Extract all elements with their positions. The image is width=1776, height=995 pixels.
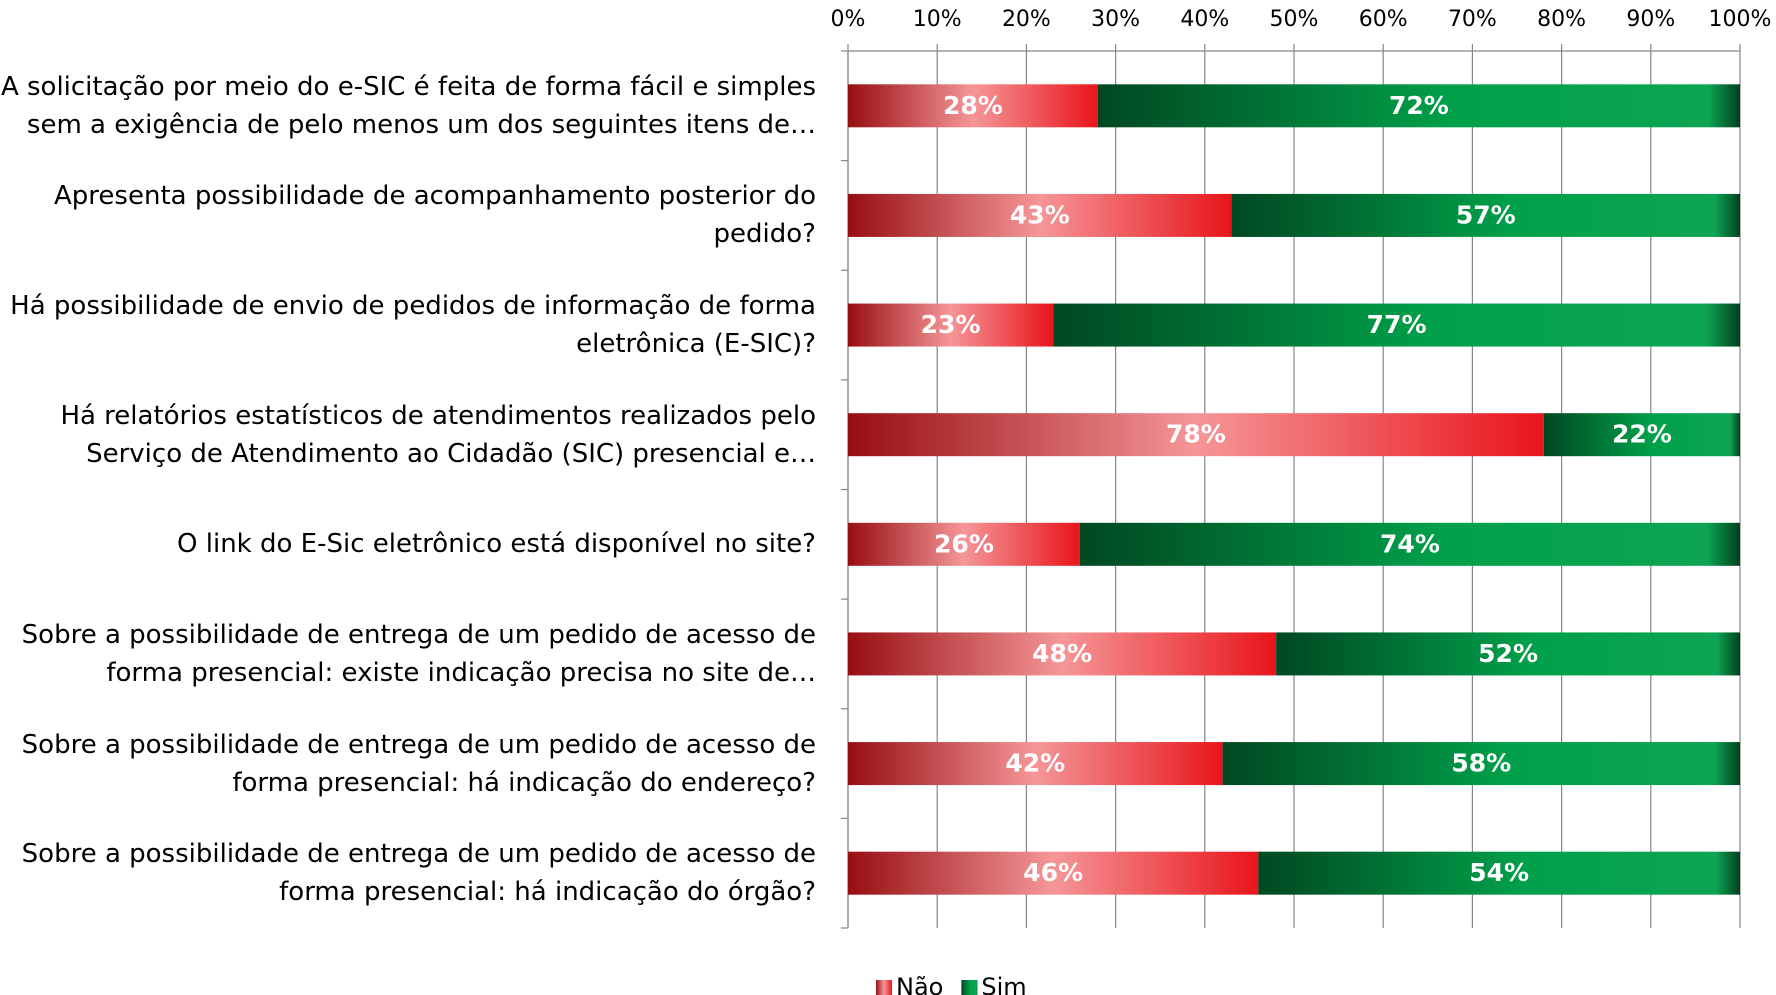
bar: [1097, 84, 1740, 128]
bar: [848, 193, 1232, 237]
category-label: Sobre a possibilidade de entrega de um p…: [0, 709, 816, 819]
x-tick-label: 30%: [1091, 7, 1140, 32]
value-label: 42%: [1005, 749, 1065, 778]
bar: [848, 522, 1080, 566]
bar: [848, 742, 1223, 786]
value-label: 26%: [934, 529, 994, 558]
category-label: O link do E-Sic eletrônico está disponív…: [0, 490, 816, 600]
x-tick-label: 100%: [1709, 7, 1772, 32]
legend-label: Não: [896, 973, 943, 995]
category-label-text: Sobre a possibilidade de entrega de um p…: [21, 619, 816, 688]
value-label: 72%: [1389, 91, 1449, 120]
category-label: Apresenta possibilidade de acompanhament…: [0, 161, 816, 271]
bar: [1079, 522, 1740, 566]
value-label: 52%: [1478, 639, 1538, 668]
value-label: 54%: [1469, 858, 1529, 887]
category-label: Sobre a possibilidade de entrega de um p…: [0, 599, 816, 709]
x-tick-label: 50%: [1270, 7, 1319, 32]
category-label-text: Sobre a possibilidade de entrega de um p…: [21, 839, 816, 908]
bar: [1053, 303, 1740, 347]
value-label: 57%: [1456, 200, 1516, 229]
x-tick-label: 40%: [1180, 7, 1229, 32]
x-tick-label: 0%: [831, 7, 866, 32]
bar: [1231, 193, 1740, 237]
category-label: Há relatórios estatísticos de atendiment…: [0, 380, 816, 490]
value-label: 78%: [1166, 420, 1226, 449]
value-label: 28%: [943, 91, 1003, 120]
value-label: 22%: [1612, 420, 1672, 449]
legend-label: Sim: [981, 973, 1026, 995]
bar: [1276, 632, 1740, 676]
bar: [848, 851, 1259, 895]
category-label-text: Há relatórios estatísticos de atendiment…: [60, 400, 816, 469]
bar: [1222, 742, 1740, 786]
category-label: Há possibilidade de envio de pedidos de …: [0, 270, 816, 380]
bar: [848, 632, 1277, 676]
x-tick-label: 70%: [1448, 7, 1497, 32]
bar: [848, 413, 1544, 457]
category-label-text: Há possibilidade de envio de pedidos de …: [10, 291, 816, 360]
value-label: 43%: [1010, 200, 1070, 229]
x-tick-label: 20%: [1002, 7, 1051, 32]
x-tick-label: 90%: [1626, 7, 1675, 32]
value-label: 23%: [921, 310, 981, 339]
value-label: 58%: [1451, 749, 1511, 778]
legend-swatch: [876, 980, 892, 995]
category-label-text: Sobre a possibilidade de entrega de um p…: [21, 729, 816, 798]
value-label: 48%: [1032, 639, 1092, 668]
value-label: 74%: [1380, 529, 1440, 558]
bar: [1258, 851, 1740, 895]
category-label: A solicitação por meio do e-SIC é feita …: [0, 51, 816, 161]
category-label-text: A solicitação por meio do e-SIC é feita …: [0, 71, 816, 140]
bar: [848, 84, 1098, 128]
category-label-text: Apresenta possibilidade de acompanhament…: [54, 181, 816, 250]
bar: [848, 303, 1054, 347]
value-label: 46%: [1023, 858, 1083, 887]
x-tick-label: 10%: [913, 7, 962, 32]
legend-swatch: [961, 980, 978, 995]
x-tick-label: 60%: [1359, 7, 1408, 32]
category-label-text: O link do E-Sic eletrônico está disponív…: [177, 529, 816, 560]
x-tick-label: 80%: [1537, 7, 1586, 32]
value-label: 77%: [1367, 310, 1427, 339]
bar: [1543, 413, 1740, 457]
category-label: Sobre a possibilidade de entrega de um p…: [0, 818, 816, 928]
